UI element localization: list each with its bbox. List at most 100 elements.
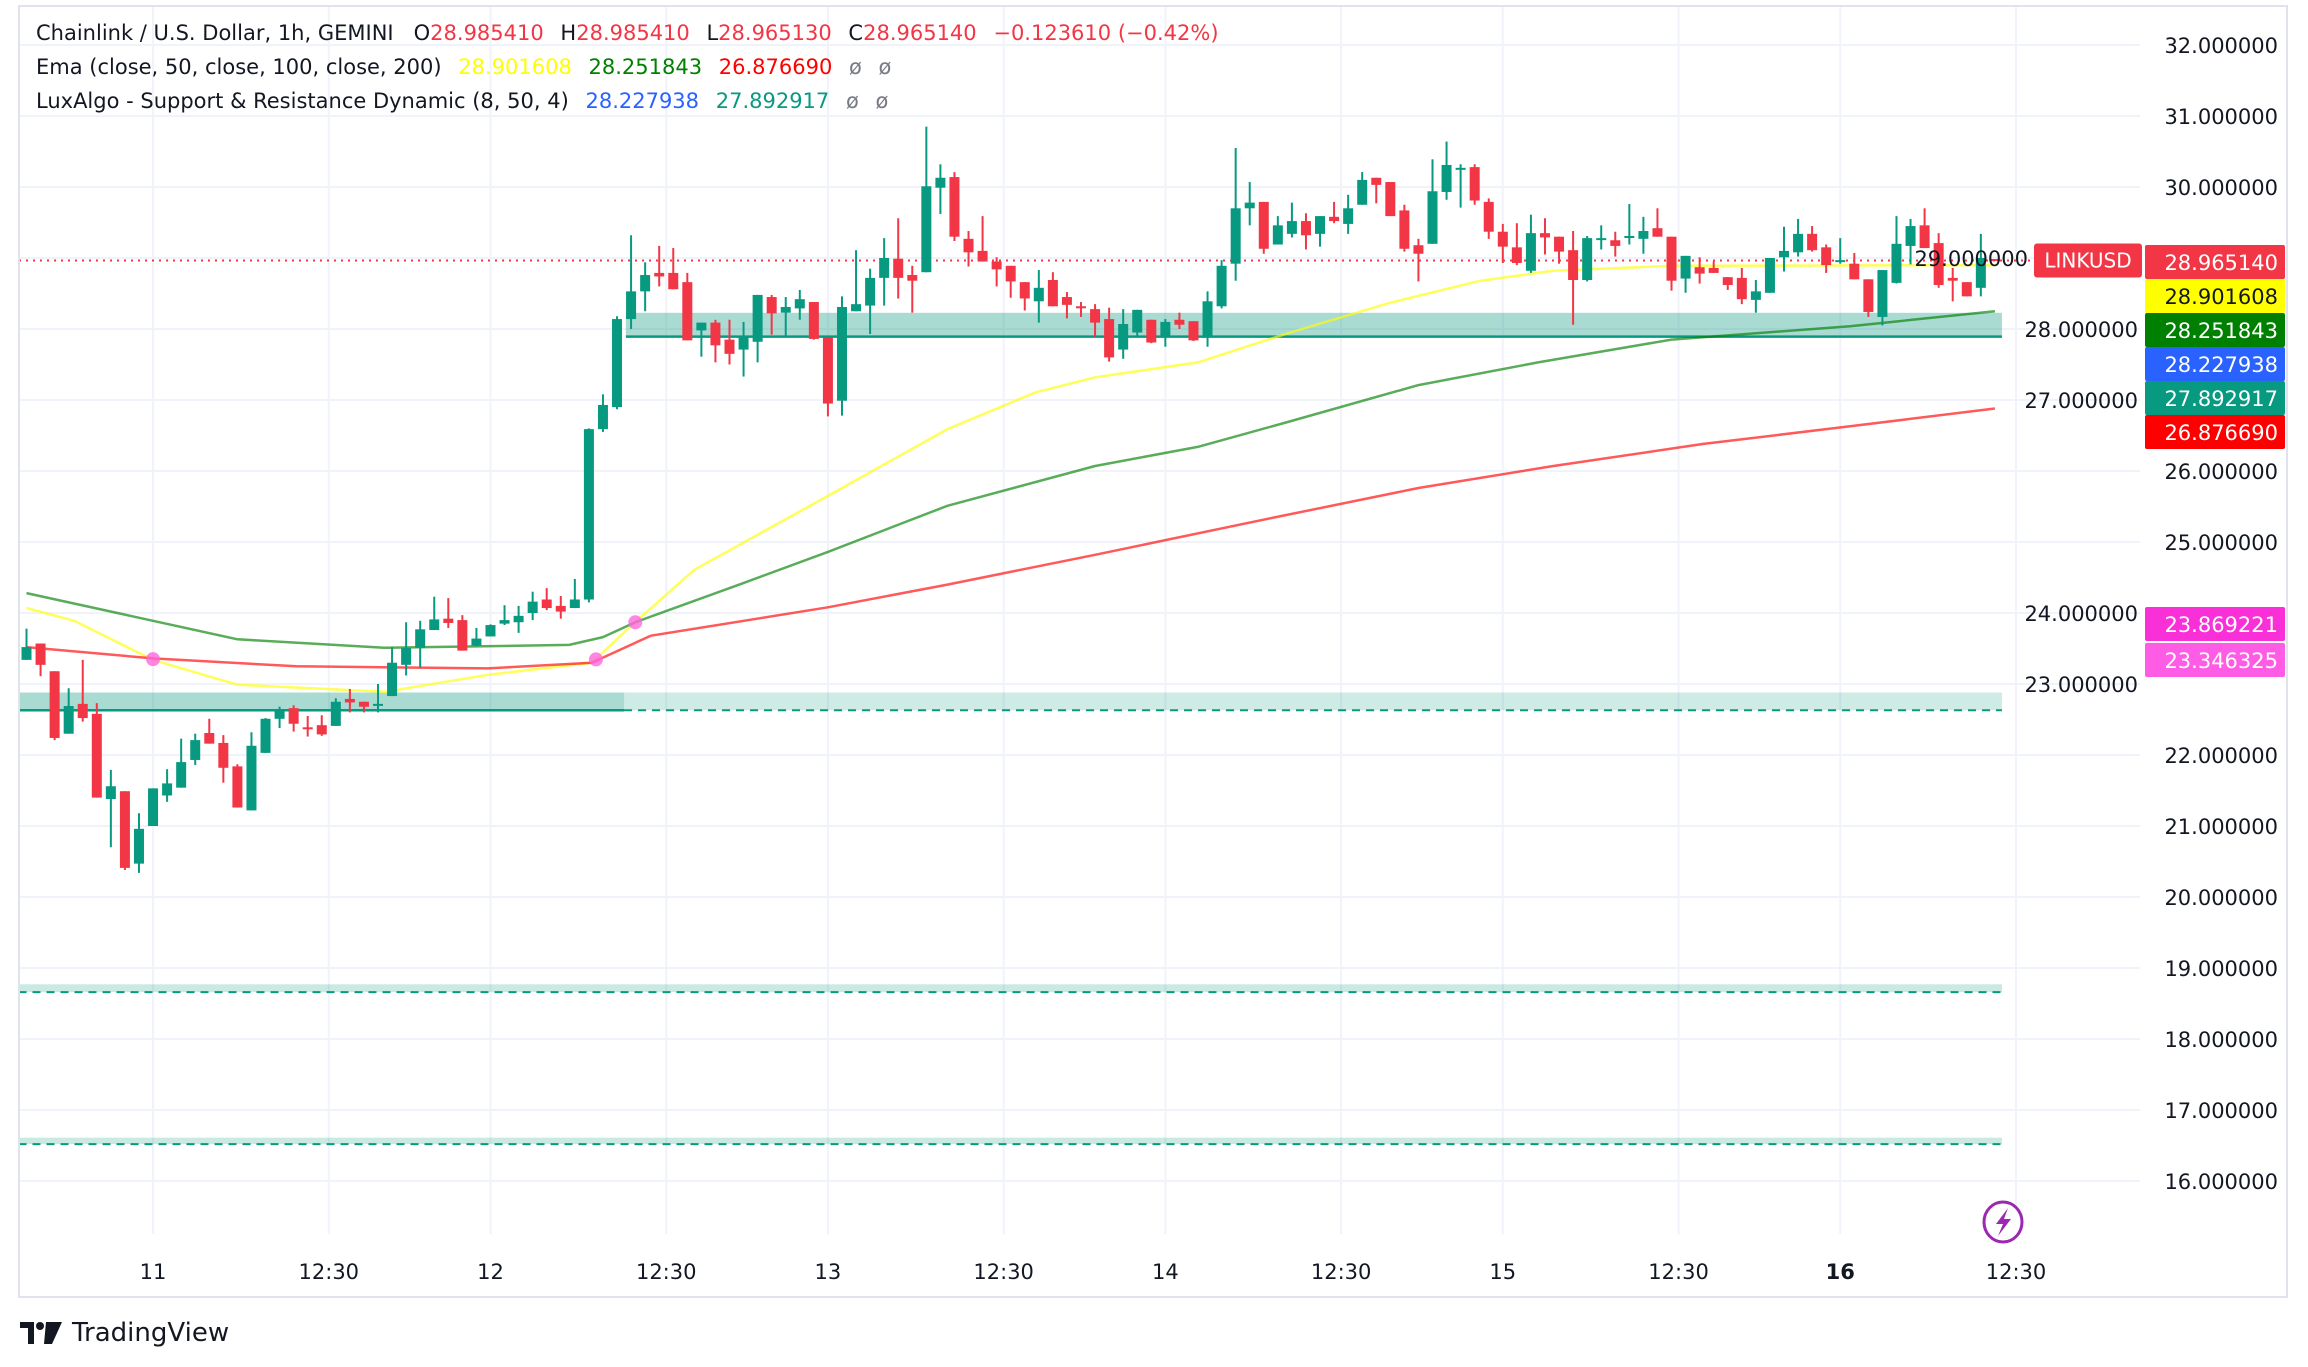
candle xyxy=(190,733,201,765)
candle-body xyxy=(1286,221,1297,234)
axis-price-label-bg xyxy=(2145,279,2285,313)
candle-body xyxy=(1441,164,1452,192)
candle xyxy=(1174,312,1185,329)
candle xyxy=(1286,202,1297,238)
candle xyxy=(1596,225,1607,250)
candle-body xyxy=(612,319,623,408)
candle xyxy=(766,294,777,335)
candle xyxy=(1497,223,1508,263)
candle-body xyxy=(387,662,398,697)
axis-price-label-bg xyxy=(2145,381,2285,415)
candle xyxy=(1076,302,1086,317)
candle-body xyxy=(1132,309,1143,333)
candle-body xyxy=(91,713,102,798)
axis-price-label-text: 28.965140 xyxy=(2164,251,2278,275)
y-tick-label: 16.000000 xyxy=(2164,1170,2278,1194)
candle-body xyxy=(1568,250,1579,281)
candle-body xyxy=(1076,306,1086,309)
luxalgo-indicator-name[interactable]: LuxAlgo - Support & Resistance Dynamic (… xyxy=(36,89,569,113)
price-axis[interactable]: 16.000000 17.000000 18.000000 19.000000 20.0… xyxy=(1914,34,2278,1194)
candle xyxy=(1694,257,1705,284)
candle xyxy=(316,715,327,736)
candle-body xyxy=(1300,221,1311,236)
candle xyxy=(569,578,580,609)
candle xyxy=(1624,204,1635,245)
candle xyxy=(119,791,130,871)
candle-body xyxy=(1146,319,1157,343)
candle-body xyxy=(738,337,749,350)
candle xyxy=(696,322,707,357)
candle-body xyxy=(1104,319,1115,358)
candle-body xyxy=(1399,210,1410,249)
symbol-title[interactable]: Chainlink / U.S. Dollar, 1h, GEMINI xyxy=(36,21,394,45)
candle-body xyxy=(1933,243,1944,285)
candle-body xyxy=(1975,258,1986,288)
candle xyxy=(1033,270,1044,323)
sr-zone xyxy=(18,1137,2002,1145)
candle-body xyxy=(1469,167,1480,201)
candle-body xyxy=(1230,208,1241,264)
candle xyxy=(1511,223,1522,266)
candle-body xyxy=(808,302,819,339)
support-resistance-zones xyxy=(18,312,2002,1146)
candle xyxy=(1132,309,1143,337)
candle xyxy=(1554,236,1565,264)
candle xyxy=(1779,226,1789,272)
candle-body xyxy=(1596,238,1607,241)
luxalgo-legend: LuxAlgo - Support & Resistance Dynamic (… xyxy=(36,86,898,116)
close-label: C xyxy=(848,21,864,45)
candle-body xyxy=(1891,243,1902,283)
y-tick-label: 26.000000 xyxy=(2164,460,2278,484)
candle xyxy=(991,257,1002,287)
flash-icon[interactable] xyxy=(1982,1200,2024,1244)
candle-body xyxy=(204,732,215,744)
candle-body xyxy=(640,275,651,292)
sr-zone-extension xyxy=(624,692,2002,711)
candle-body xyxy=(1329,216,1340,222)
x-tick-label: 11 xyxy=(140,1260,167,1284)
candle-body xyxy=(1807,233,1818,251)
ema-indicator-name[interactable]: Ema (close, 50, close, 100, close, 200) xyxy=(36,55,442,79)
candle-body xyxy=(1357,179,1368,205)
time-axis[interactable]: 11 12:30 12 12:30 13 12:30 14 12:30 15 12:30 16 12:… xyxy=(140,1260,2047,1284)
candle-body xyxy=(485,625,496,637)
candle xyxy=(1047,272,1058,307)
tradingview-logo[interactable]: TradingView xyxy=(20,1318,229,1348)
axis-price-label: 23.869221 xyxy=(2145,607,2285,641)
candle xyxy=(654,245,665,287)
candle-body xyxy=(583,429,594,600)
candle-body xyxy=(1188,321,1199,341)
candle xyxy=(330,698,341,726)
candle-body xyxy=(1202,301,1213,338)
candle-body xyxy=(1652,228,1663,237)
candle-body xyxy=(1033,287,1044,302)
candle-body xyxy=(921,186,932,273)
candle-body xyxy=(949,177,960,237)
candle xyxy=(1905,218,1916,265)
candle xyxy=(1371,177,1382,204)
candle-body xyxy=(148,788,159,826)
candle-body xyxy=(1343,208,1354,224)
y-tick-label: 24.000000 xyxy=(2024,602,2138,626)
sr-zone xyxy=(18,692,625,711)
candle-body xyxy=(1666,236,1677,281)
candle xyxy=(401,622,412,676)
candle xyxy=(935,164,946,214)
candle-body xyxy=(21,647,32,660)
ema-line xyxy=(26,310,1996,650)
candle-body xyxy=(893,258,904,278)
candle xyxy=(1343,194,1354,234)
candle xyxy=(1005,265,1016,298)
candle xyxy=(1230,147,1241,281)
candle-body xyxy=(780,306,791,313)
candle-body xyxy=(344,698,355,703)
candle-body xyxy=(358,701,369,707)
candle-body xyxy=(865,277,876,306)
x-tick-label: 13 xyxy=(815,1260,842,1284)
candle-body xyxy=(190,740,201,760)
candle-body xyxy=(49,671,60,738)
candle-body xyxy=(1554,236,1565,252)
candle xyxy=(443,598,454,628)
low-value: 28.965130 xyxy=(718,21,832,45)
